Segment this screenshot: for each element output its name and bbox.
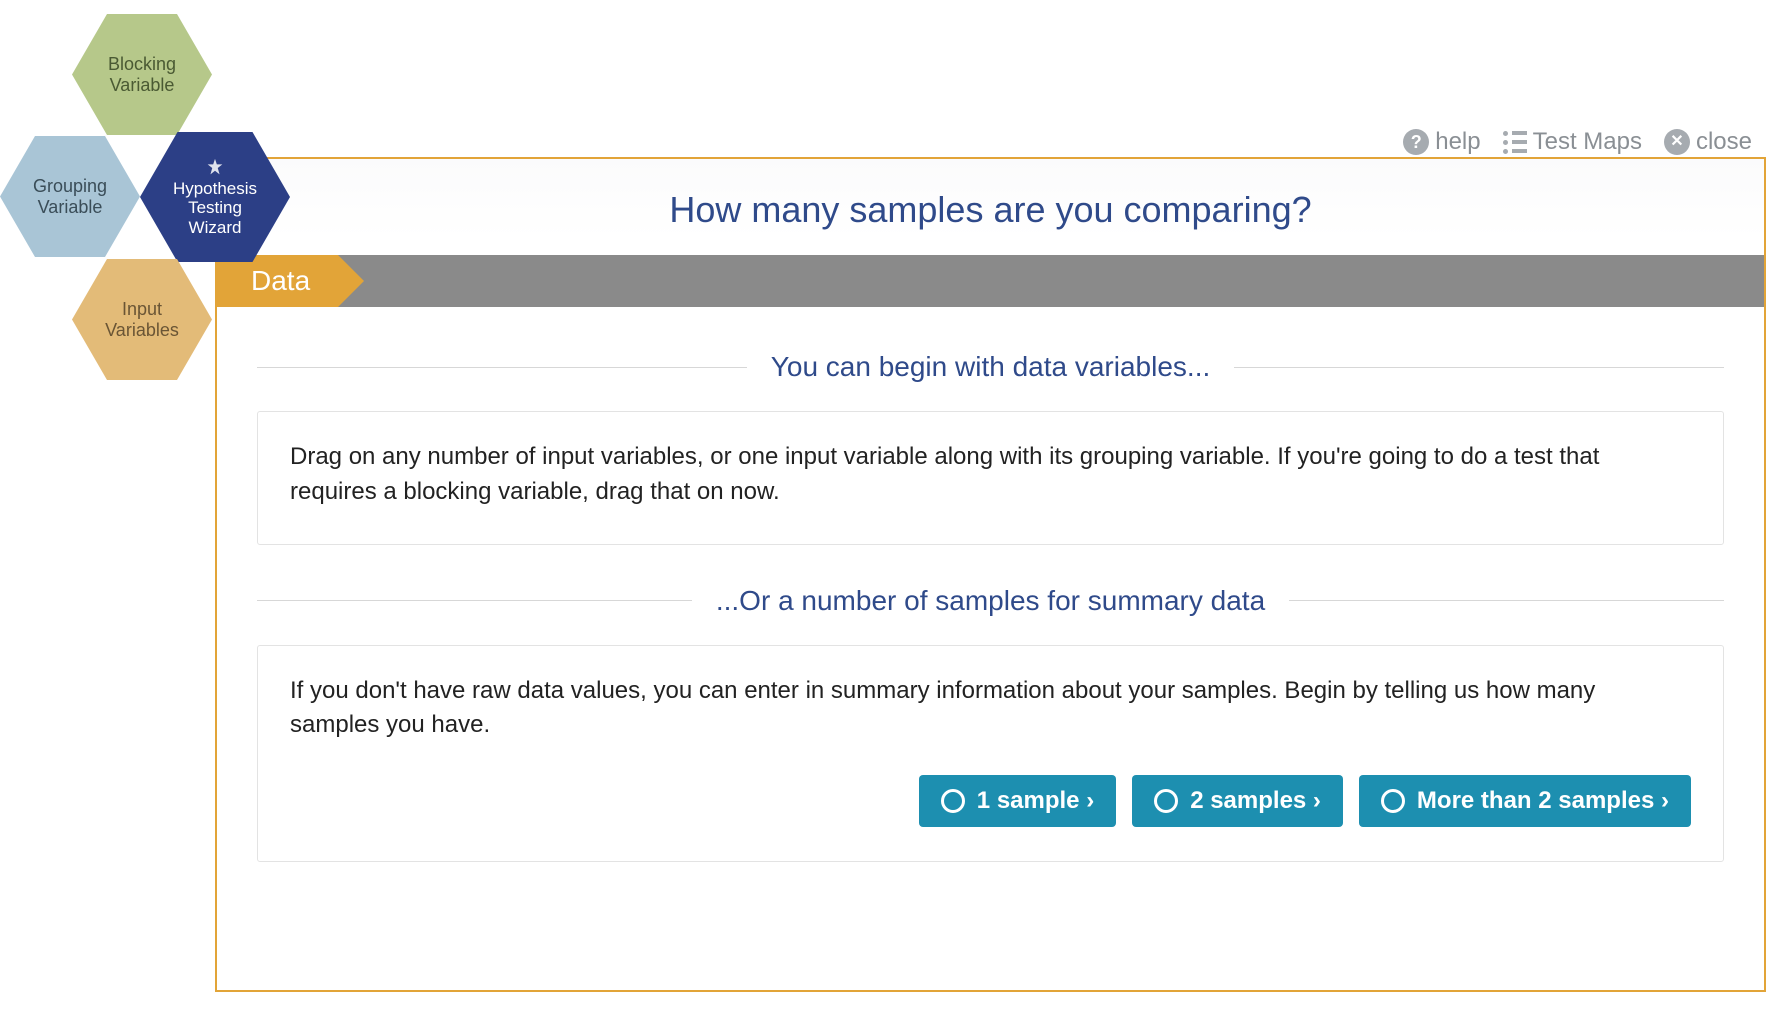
- hex-label-line: Input: [122, 299, 162, 320]
- hex-label-line: Testing: [188, 198, 242, 218]
- two-samples-button[interactable]: 2 samples ›: [1132, 775, 1343, 827]
- help-label: help: [1435, 128, 1480, 156]
- section-data-variables: You can begin with data variables... Dra…: [217, 307, 1764, 555]
- divider-line: [257, 600, 692, 601]
- close-icon: ✕: [1664, 129, 1690, 155]
- hex-label-line: Variable: [38, 197, 103, 218]
- list-icon: [1503, 131, 1527, 154]
- button-label: 1 sample ›: [977, 787, 1094, 815]
- close-link[interactable]: ✕ close: [1664, 128, 1752, 156]
- section-divider: ...Or a number of samples for summary da…: [257, 585, 1724, 617]
- close-label: close: [1696, 128, 1752, 156]
- divider-line: [1289, 600, 1724, 601]
- divider-line: [1234, 367, 1724, 368]
- section-summary-data: ...Or a number of samples for summary da…: [217, 555, 1764, 873]
- more-than-two-samples-button[interactable]: More than 2 samples ›: [1359, 775, 1691, 827]
- test-maps-label: Test Maps: [1533, 128, 1642, 156]
- section-divider: You can begin with data variables...: [257, 351, 1724, 383]
- instruction-text: If you don't have raw data values, you c…: [290, 677, 1595, 739]
- instruction-card: Drag on any number of input variables, o…: [257, 411, 1724, 545]
- hex-hypothesis-testing-wizard[interactable]: Hypothesis Testing Wizard: [140, 132, 290, 262]
- wizard-icon: [204, 157, 226, 179]
- hex-label-line: Variables: [105, 320, 179, 341]
- instruction-card: If you don't have raw data values, you c…: [257, 645, 1724, 863]
- divider-line: [257, 367, 747, 368]
- hex-label-line: Grouping: [33, 176, 107, 197]
- help-link[interactable]: ? help: [1403, 128, 1480, 156]
- button-label: More than 2 samples ›: [1417, 787, 1669, 815]
- wizard-panel: How many samples are you comparing? Data…: [215, 157, 1766, 992]
- section-title: You can begin with data variables...: [771, 351, 1210, 383]
- panel-title: How many samples are you comparing?: [217, 159, 1764, 255]
- instruction-text: Drag on any number of input variables, o…: [290, 443, 1599, 505]
- one-sample-button[interactable]: 1 sample ›: [919, 775, 1116, 827]
- sample-count-button-row: 1 sample › 2 samples › More than 2 sampl…: [290, 775, 1691, 827]
- hex-label-line: Variable: [110, 75, 175, 96]
- test-maps-link[interactable]: Test Maps: [1503, 128, 1642, 156]
- radio-icon: [941, 789, 965, 813]
- panel-toolbar: ? help Test Maps ✕ close: [1403, 128, 1752, 156]
- hex-grouping-variable[interactable]: Grouping Variable: [0, 136, 140, 257]
- radio-icon: [1381, 789, 1405, 813]
- radio-icon: [1154, 789, 1178, 813]
- hex-label-line: Blocking: [108, 54, 176, 75]
- help-icon: ?: [1403, 129, 1429, 155]
- hex-label-line: Hypothesis: [173, 179, 257, 199]
- button-label: 2 samples ›: [1190, 787, 1321, 815]
- hex-label-line: Wizard: [189, 218, 242, 238]
- hex-blocking-variable[interactable]: Blocking Variable: [72, 14, 212, 135]
- hex-input-variables[interactable]: Input Variables: [72, 259, 212, 380]
- breadcrumb-bar: Data: [217, 255, 1764, 307]
- section-title: ...Or a number of samples for summary da…: [716, 585, 1265, 617]
- hexagon-nav-cluster: Blocking Variable Grouping Variable Hypo…: [0, 0, 300, 380]
